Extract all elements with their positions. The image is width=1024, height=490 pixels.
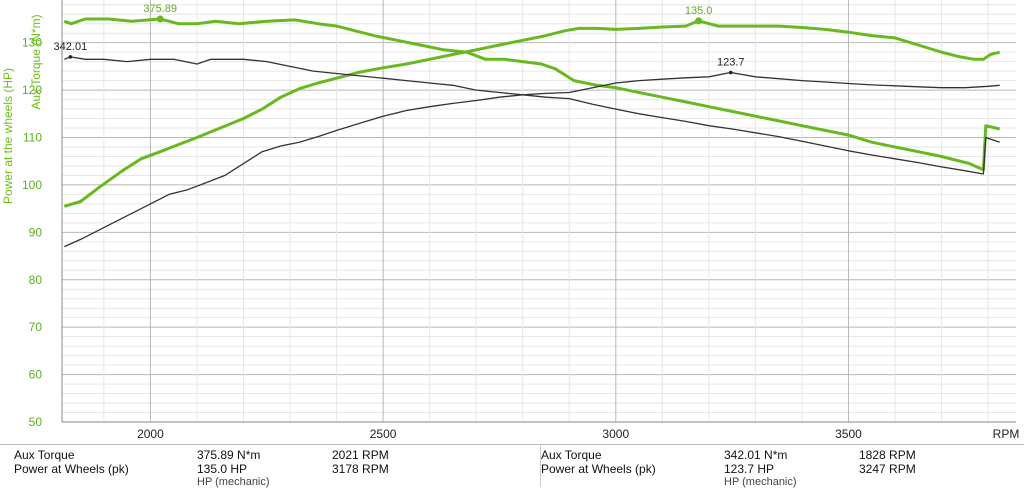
series-line-green-power	[63, 19, 1001, 208]
summary-value: 135.0 HP	[197, 462, 248, 476]
y-tick-label: 70	[29, 320, 43, 334]
summary-rpm: 1828 RPM	[859, 448, 916, 462]
summary-left: Aux Torque 375.89 N*m 2021 RPM Power at …	[14, 445, 519, 490]
summary-label: Aux Torque	[14, 448, 75, 462]
summary-rpm: 3247 RPM	[859, 462, 916, 476]
summary-unit: HP (mechanic)	[724, 476, 797, 488]
y-tick-label: 100	[22, 178, 42, 192]
summary-label: Power at Wheels (pk)	[14, 462, 129, 476]
y-tick-label: 120	[22, 83, 42, 97]
peak-markers: 375.89 135.0 342.01 123.7	[54, 3, 745, 75]
series-line-black-power	[64, 71, 1000, 248]
x-tick-labels: 2000 2500 3000 3500	[137, 427, 862, 440]
summary-right-torque-row: Aux Torque 342.01 N*m 1828 RPM	[541, 448, 1024, 462]
x-axis-title: RPM	[993, 427, 1020, 440]
y-tick-label: 60	[29, 368, 43, 382]
summary-right-unit-row: HP (mechanic)	[541, 476, 1024, 490]
peak-marker	[68, 55, 73, 59]
peak-marker-label: 123.7	[717, 57, 745, 69]
summary-left-torque-row: Aux Torque 375.89 N*m 2021 RPM	[14, 448, 519, 462]
y-axis-title-torque: Aux Torque (N*m)	[29, 14, 43, 109]
x-tick-label: 2500	[370, 427, 397, 440]
summary-value: 342.01 N*m	[724, 448, 788, 462]
peak-marker-label: 342.01	[54, 41, 88, 53]
summary-rpm: 3178 RPM	[332, 462, 389, 476]
x-tick-label: 3500	[835, 427, 862, 440]
y-tick-label: 110	[23, 131, 42, 145]
summary-right: Aux Torque 342.01 N*m 1828 RPM Power at …	[540, 445, 1024, 490]
peak-marker-label: 135.0	[685, 5, 713, 17]
y-tick-label: 130	[22, 36, 42, 50]
peak-marker	[728, 70, 733, 75]
summary-rpm: 2021 RPM	[332, 448, 389, 462]
y-axis-title-power: Power at the wheels (HP)	[1, 68, 15, 204]
summary-left-unit-row: HP (mechanic)	[14, 476, 519, 490]
summary-value: 123.7 HP	[724, 462, 775, 476]
x-tick-label: 2000	[137, 427, 164, 440]
series-line-green-torque	[63, 17, 1001, 172]
summary-unit: HP (mechanic)	[197, 476, 270, 488]
grid-lines	[61, 0, 1016, 423]
series-line-black-torque	[64, 56, 1000, 175]
y-tick-label: 80	[29, 273, 43, 287]
summary-value: 375.89 N*m	[197, 448, 261, 462]
series-lines	[63, 17, 1001, 248]
summary-left-power-row: Power at Wheels (pk) 135.0 HP 3178 RPM	[14, 462, 519, 476]
peak-marker-label: 375.89	[143, 3, 177, 15]
summary-label: Power at Wheels (pk)	[541, 462, 656, 476]
summary-right-power-row: Power at Wheels (pk) 123.7 HP 3247 RPM	[541, 462, 1024, 476]
summary-label: Aux Torque	[541, 448, 602, 462]
y-tick-label: 90	[29, 225, 43, 239]
x-tick-label: 3000	[602, 427, 629, 440]
peak-marker	[695, 17, 703, 25]
summary-panel: Aux Torque 375.89 N*m 2021 RPM Power at …	[0, 444, 1024, 490]
y-tick-labels: 50 60 70 80 90 100 110 120 130	[22, 36, 42, 429]
peak-marker	[156, 15, 164, 23]
y-tick-label: 50	[29, 415, 43, 429]
